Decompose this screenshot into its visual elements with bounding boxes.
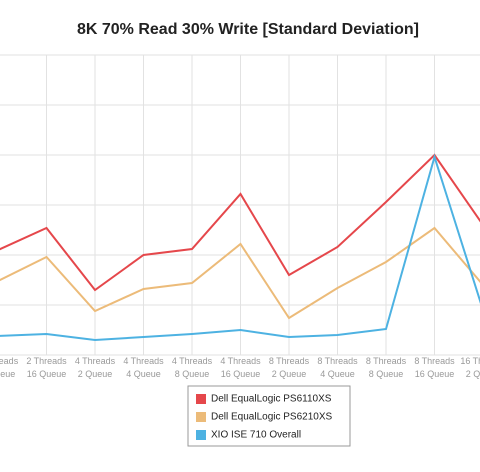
x-tick-label: 8 Threads 4 Queue — [317, 356, 358, 379]
x-tick-label: 4 Threads 2 Queue — [75, 356, 116, 379]
legend-swatch — [196, 412, 206, 422]
x-tick-label: 4 Threads 16 Queue — [220, 356, 261, 379]
x-tick-label: 4 Threads 4 Queue — [123, 356, 164, 379]
x-tick-label: 8 Threads 2 Queue — [269, 356, 310, 379]
x-tick-label: 4 Threads 8 Queue — [172, 356, 213, 379]
legend-swatch — [196, 394, 206, 404]
legend-label: XIO ISE 710 Overall — [211, 430, 301, 441]
legend-label: Dell EqualLogic PS6110XS — [211, 394, 332, 405]
x-tick-label: 8 Threads 16 Queue — [414, 356, 455, 379]
x-tick-label: 8 Threads 8 Queue — [366, 356, 407, 379]
legend-label: Dell EqualLogic PS6210XS — [211, 412, 333, 423]
legend-box — [187, 385, 351, 447]
series-line — [0, 226, 480, 320]
legend-swatch — [196, 430, 206, 440]
series-line — [0, 153, 480, 292]
x-tick-label: 2 Threads 16 Queue — [26, 356, 67, 379]
chart-title: 8K 70% Read 30% Write [Standard Deviatio… — [77, 21, 419, 38]
series-line — [0, 153, 480, 342]
